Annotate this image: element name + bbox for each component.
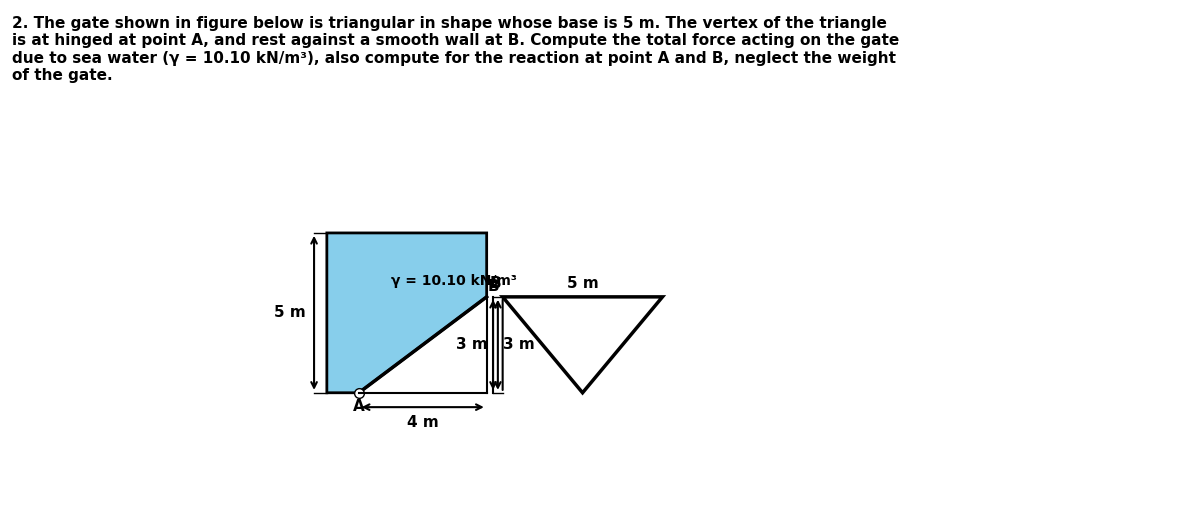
Polygon shape	[326, 233, 487, 393]
Text: B: B	[490, 276, 502, 291]
Text: 3 m: 3 m	[503, 337, 534, 352]
Text: 3 m: 3 m	[456, 337, 487, 352]
Text: 5 m: 5 m	[566, 276, 599, 291]
Text: 4 m: 4 m	[407, 415, 439, 430]
Text: 5 m: 5 m	[274, 305, 305, 320]
Text: 2. The gate shown in figure below is triangular in shape whose base is 5 m. The : 2. The gate shown in figure below is tri…	[12, 16, 899, 83]
Polygon shape	[503, 297, 662, 393]
Text: B: B	[488, 279, 499, 294]
Text: γ = 10.10 kN/m³: γ = 10.10 kN/m³	[391, 274, 517, 288]
Text: A: A	[353, 399, 365, 414]
